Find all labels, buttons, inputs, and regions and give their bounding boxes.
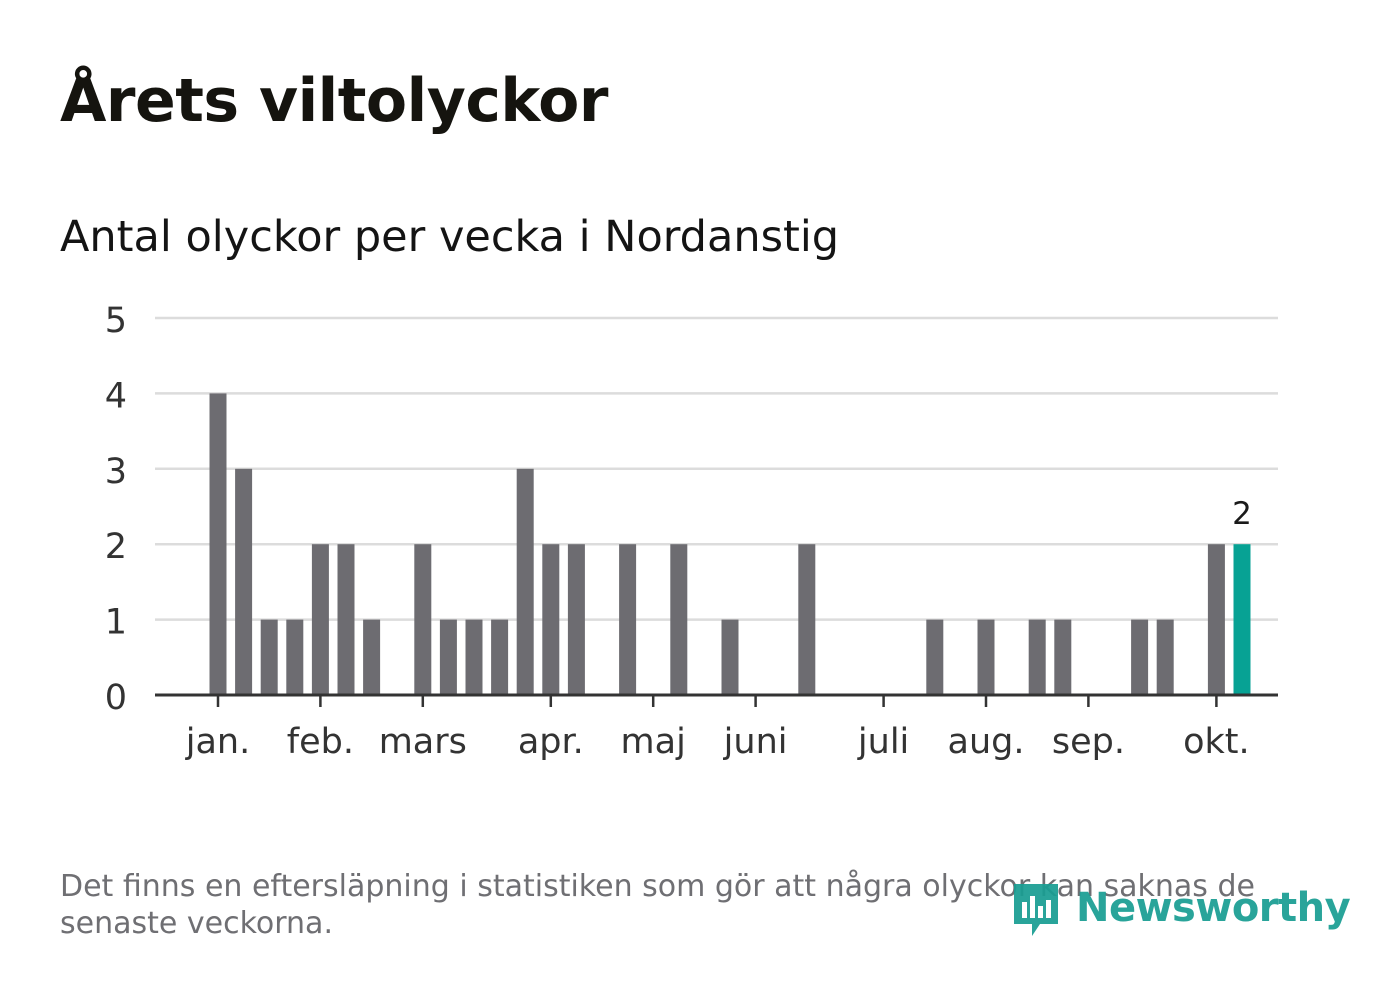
bar-week-38 xyxy=(1156,619,1174,695)
bar-week-13 xyxy=(516,468,534,695)
y-axis-ticks: 0 1 2 3 4 5 xyxy=(105,301,127,718)
bar-week-19 xyxy=(670,544,688,695)
bar-week-5 xyxy=(311,544,329,695)
bar-week-12 xyxy=(491,619,509,695)
y-tick-label: 5 xyxy=(105,301,127,341)
x-tick-label: juni xyxy=(723,722,788,762)
x-tick-label: jan. xyxy=(185,722,250,762)
bar-week-24 xyxy=(798,544,816,695)
x-tick-label: apr. xyxy=(518,722,584,762)
x-tick-label: sep. xyxy=(1052,722,1125,762)
bar-week-34 xyxy=(1054,619,1072,695)
data-labels: 2 xyxy=(1232,496,1252,532)
chart-subtitle: Antal olyckor per vecka i Nordanstig xyxy=(60,212,840,262)
chart-title: Årets viltolyckor xyxy=(60,66,609,136)
y-tick-label: 2 xyxy=(105,527,127,567)
bar-week-40 xyxy=(1207,544,1225,695)
bar-week-41 xyxy=(1233,544,1251,695)
bar-week-31 xyxy=(977,619,995,695)
bar-week-14 xyxy=(542,544,560,695)
bar-week-10 xyxy=(439,619,457,695)
bar-chart: 0 1 2 3 4 5 jan. feb. mars apr. maj juni juli aug. se… xyxy=(105,301,1278,762)
bar-week-17 xyxy=(619,544,637,695)
bar-week-29 xyxy=(926,619,944,695)
newsworthy-logo-text: Newsworthy xyxy=(1076,885,1351,931)
newsworthy-logo-icon xyxy=(1014,884,1058,936)
bar-week-15 xyxy=(567,544,585,695)
bar-week-9 xyxy=(414,544,432,695)
bar-week-3 xyxy=(260,619,278,695)
bar-week-7 xyxy=(363,619,381,695)
newsworthy-logo: Newsworthy xyxy=(1010,876,1351,940)
bars xyxy=(209,393,1251,695)
x-tick-label: okt. xyxy=(1183,722,1250,762)
bar-week-2 xyxy=(235,468,253,695)
bar-week-6 xyxy=(337,544,355,695)
y-tick-label: 4 xyxy=(105,376,127,416)
bar-week-4 xyxy=(286,619,304,695)
y-tick-label: 0 xyxy=(105,678,127,718)
x-tick-label: mars xyxy=(379,722,467,762)
y-tick-label: 1 xyxy=(105,603,127,643)
bar-week-37 xyxy=(1131,619,1149,695)
bar-week-33 xyxy=(1028,619,1046,695)
bar-week-21 xyxy=(721,619,739,695)
highlight-data-label: 2 xyxy=(1232,496,1252,532)
x-tick-label: maj xyxy=(621,722,686,762)
bar-week-1 xyxy=(209,393,227,695)
x-axis: jan. feb. mars apr. maj juni juli aug. sep. okt. xyxy=(155,693,1278,762)
x-tick-label: feb. xyxy=(287,722,354,762)
bar-week-11 xyxy=(465,619,483,695)
y-tick-label: 3 xyxy=(105,452,127,492)
x-tick-label: juli xyxy=(857,722,909,762)
x-tick-label: aug. xyxy=(948,722,1025,762)
